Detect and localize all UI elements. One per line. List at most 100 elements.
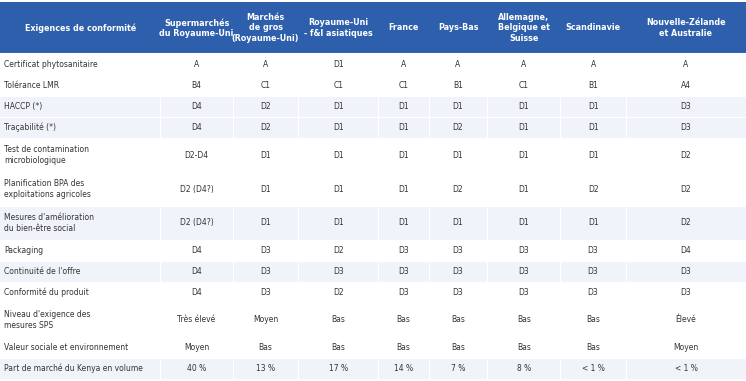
Text: Bas: Bas [586,343,600,352]
Text: 40 %: 40 % [187,364,206,373]
Text: D3: D3 [453,246,463,255]
Text: A4: A4 [681,81,691,90]
Bar [160,240,233,261]
Text: < 1 %: < 1 % [674,364,698,373]
Text: D3: D3 [518,246,529,255]
Text: Bas: Bas [517,343,530,352]
Text: D3: D3 [680,288,692,297]
Bar [298,303,378,337]
Bar [560,54,626,75]
Text: D1: D1 [333,102,344,111]
Text: D4: D4 [191,246,202,255]
Text: D2: D2 [588,184,598,194]
Text: D2: D2 [453,123,463,132]
Bar [626,75,746,96]
Text: Continuité de l'offre: Continuité de l'offre [4,267,81,276]
Text: D4: D4 [191,123,202,132]
Bar [298,282,378,303]
Text: Moyen: Moyen [184,343,209,352]
Bar [0,240,160,261]
Bar [560,303,626,337]
Text: D1: D1 [453,218,463,227]
Bar [487,117,560,138]
Bar [560,75,626,96]
Text: D3: D3 [518,288,529,297]
Text: D1: D1 [518,184,529,194]
Bar [429,75,487,96]
Bar [487,75,560,96]
Bar [487,138,560,172]
Text: D2: D2 [680,218,692,227]
Text: D1: D1 [333,123,344,132]
Bar [560,117,626,138]
Text: Bas: Bas [451,315,465,325]
Bar [429,206,487,240]
Text: D1: D1 [398,150,409,160]
Text: Bas: Bas [517,315,530,325]
Bar [233,337,298,358]
Bar [298,337,378,358]
Bar [233,96,298,117]
Bar [160,282,233,303]
Bar [378,358,429,379]
Text: D1: D1 [518,123,529,132]
Bar [0,206,160,240]
Text: 14 %: 14 % [394,364,413,373]
Bar [378,172,429,206]
Text: D1: D1 [518,218,529,227]
Text: D1: D1 [398,218,409,227]
Text: Pays-Bas: Pays-Bas [438,24,478,32]
Bar [298,2,378,54]
Text: C1: C1 [398,81,409,90]
Bar [487,2,560,54]
Text: Marchés
de gros
(Royaume-Uni): Marchés de gros (Royaume-Uni) [232,13,299,43]
Text: A: A [521,60,527,69]
Bar [487,337,560,358]
Text: Allemagne,
Belgique et
Suisse: Allemagne, Belgique et Suisse [498,13,550,43]
Bar [233,261,298,282]
Text: Valeur sociale et environnement: Valeur sociale et environnement [4,343,129,352]
Bar [378,337,429,358]
Bar [560,337,626,358]
Bar [378,54,429,75]
Bar [298,75,378,96]
Text: D2: D2 [453,184,463,194]
Bar [0,54,160,75]
Bar [626,117,746,138]
Text: D2: D2 [333,246,344,255]
Text: D1: D1 [453,102,463,111]
Text: D1: D1 [260,184,271,194]
Text: Nouvelle-Zélande
et Australie: Nouvelle-Zélande et Australie [646,18,726,38]
Bar [560,282,626,303]
Bar [0,96,160,117]
Text: Mesures d'amélioration
du bien-être social: Mesures d'amélioration du bien-être soci… [4,213,95,233]
Text: D3: D3 [398,267,409,276]
Bar [233,303,298,337]
Text: Niveau d'exigence des
mesures SPS: Niveau d'exigence des mesures SPS [4,310,91,330]
Bar [0,337,160,358]
Text: D3: D3 [398,246,409,255]
Bar [487,282,560,303]
Text: D4: D4 [680,246,692,255]
Bar [298,240,378,261]
Text: Certificat phytosanitaire: Certificat phytosanitaire [4,60,98,69]
Bar [626,2,746,54]
Bar [560,172,626,206]
Text: D3: D3 [333,267,344,276]
Text: D1: D1 [518,102,529,111]
Bar [560,206,626,240]
Bar [429,96,487,117]
Text: 7 %: 7 % [451,364,466,373]
Text: D2: D2 [260,102,271,111]
Text: 17 %: 17 % [329,364,348,373]
Bar [378,75,429,96]
Text: D3: D3 [260,246,271,255]
Bar [0,2,160,54]
Bar [560,358,626,379]
Bar [378,206,429,240]
Text: D3: D3 [518,267,529,276]
Text: Scandinavie: Scandinavie [565,24,621,32]
Bar [560,261,626,282]
Text: D1: D1 [588,150,598,160]
Text: 13 %: 13 % [256,364,275,373]
